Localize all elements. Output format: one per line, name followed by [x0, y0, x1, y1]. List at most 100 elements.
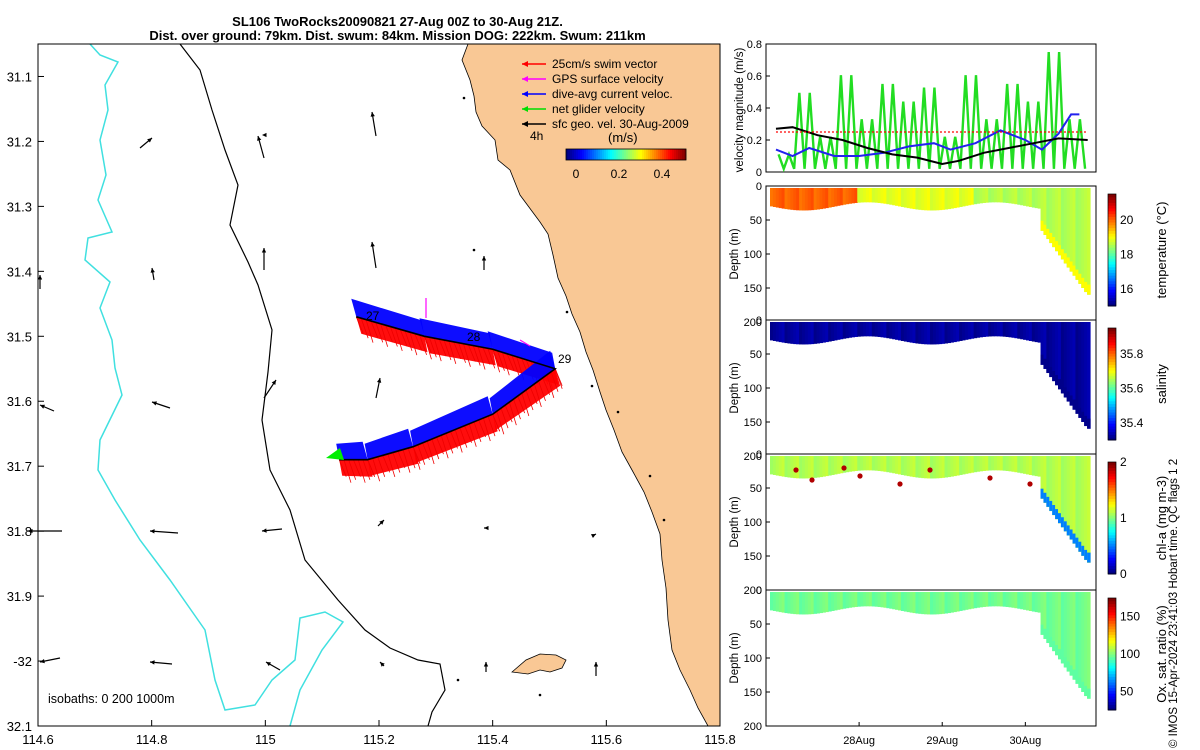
profile-cell — [970, 592, 975, 609]
profile-cell — [1020, 456, 1024, 474]
swim-vector-hatch — [382, 455, 391, 473]
colorbar-segment — [666, 149, 669, 160]
profile-cell — [889, 456, 893, 473]
profile-cell — [886, 188, 890, 205]
panel-y-tick-label: 0 — [756, 585, 762, 597]
legend-arrowhead — [522, 121, 528, 127]
colorbar-segment — [1108, 637, 1116, 641]
profile-cell — [877, 456, 882, 471]
profile-cell — [796, 456, 800, 479]
swim-vector-hatch — [478, 419, 486, 438]
profile-cell — [810, 456, 815, 479]
profile-cell — [1002, 188, 1007, 203]
profile-cell — [816, 188, 821, 210]
profile-cell — [985, 592, 989, 607]
profile-cell-deep — [1084, 415, 1088, 426]
profile-cell — [1063, 456, 1068, 532]
profile-cell — [991, 188, 995, 203]
colorbar-segment — [656, 149, 659, 160]
profile-cell — [784, 456, 789, 478]
colorbar-segment — [644, 149, 647, 160]
colorbar-segment — [1108, 495, 1116, 499]
map-x-tick-label: 115.2 — [363, 732, 395, 747]
profile-cell-deep — [1078, 677, 1082, 688]
colorbar-segment — [1108, 606, 1116, 610]
colorbar-segment — [1108, 250, 1116, 254]
legend-label: dive-avg current veloc. — [552, 87, 673, 101]
profile-cell — [959, 322, 963, 341]
profile-cell — [799, 188, 803, 211]
swim-vector-hatch — [482, 347, 491, 365]
colorbar-segment — [1108, 526, 1116, 530]
profile-cell — [988, 188, 992, 203]
series-sfc-geo-vel- — [775, 126, 1088, 166]
geo-velocity-arrowhead — [150, 660, 155, 665]
colorbar-segment — [1108, 682, 1116, 686]
profile-cell — [883, 456, 887, 472]
current-velocity-ribbon — [364, 428, 414, 460]
profile-cell — [962, 456, 966, 475]
swim-vector-hatch — [492, 349, 501, 367]
profile-cell — [918, 456, 922, 478]
profile-cell — [1008, 592, 1013, 608]
colorbar-label: Ox. sat. ratio (%) — [1154, 605, 1169, 703]
profile-cell-deep — [1058, 513, 1062, 524]
map-y-tick-label: 31.2 — [7, 134, 32, 149]
profile-cell-deep — [1069, 395, 1074, 406]
panel-ylabel: Depth (m) — [729, 228, 741, 279]
profile-cell — [839, 188, 844, 206]
swim-vector-hatch — [472, 345, 481, 366]
profile-cell-deep — [1063, 657, 1068, 668]
colorbar-segment — [658, 149, 661, 160]
colorbar-segment — [1108, 523, 1116, 527]
profile-cell — [898, 322, 902, 341]
profile-cell — [1084, 592, 1088, 697]
swim-vector-ribbon — [413, 414, 498, 463]
profile-cell — [1084, 322, 1088, 427]
colorbar-segment — [614, 149, 617, 160]
profile-cell — [790, 456, 794, 478]
colorbar-tick-label: 50 — [1120, 684, 1134, 698]
colorbar-tick-label: 100 — [1120, 647, 1140, 661]
profile-cell — [999, 188, 1004, 203]
swim-vector-hatch — [436, 437, 444, 455]
colorbar-tick-label: 18 — [1120, 247, 1134, 261]
profile-cell — [883, 592, 887, 608]
profile-cell — [1040, 322, 1045, 365]
profile-cell — [1084, 188, 1088, 293]
colorbar-segment — [1108, 222, 1116, 226]
colorbar-segment — [1108, 464, 1116, 469]
profile-cell-deep — [1040, 488, 1045, 499]
profile-cell — [1037, 456, 1042, 477]
profile-cell — [775, 188, 780, 208]
profile-cell — [1020, 188, 1024, 206]
profile-cell — [1008, 456, 1013, 472]
colorbar-tick-label: 1 — [1120, 511, 1127, 525]
colorbar-segment — [1108, 194, 1116, 198]
swim-vector-hatch — [357, 459, 366, 483]
profile-cell — [834, 592, 838, 611]
profile-cell — [1043, 322, 1047, 369]
profile-cell — [973, 456, 978, 473]
profile-cell — [804, 322, 809, 345]
colorbar-segment — [1108, 372, 1116, 377]
profile-cell — [857, 188, 861, 203]
profile-cell — [834, 322, 838, 341]
swim-vector-hatch — [402, 449, 411, 473]
swim-vector-hatch — [365, 319, 374, 343]
colorbar-segment — [626, 149, 629, 160]
colorbar-segment — [606, 149, 609, 160]
colorbar-segment — [1108, 532, 1116, 536]
profile-cell — [1069, 188, 1074, 272]
swim-vector-hatch — [443, 339, 452, 361]
profile-cell-deep — [1075, 673, 1079, 684]
swim-vector-hatch — [453, 341, 462, 360]
profile-cell — [1026, 322, 1030, 341]
colorbar-segment — [1108, 247, 1116, 251]
swim-vector-hatch — [367, 459, 376, 477]
colorbar-segment — [642, 149, 645, 160]
colorbar-segment — [1108, 266, 1116, 271]
colorbar-segment — [1108, 534, 1116, 539]
profile-cell — [886, 592, 890, 609]
colorbar-segment — [1108, 398, 1116, 402]
